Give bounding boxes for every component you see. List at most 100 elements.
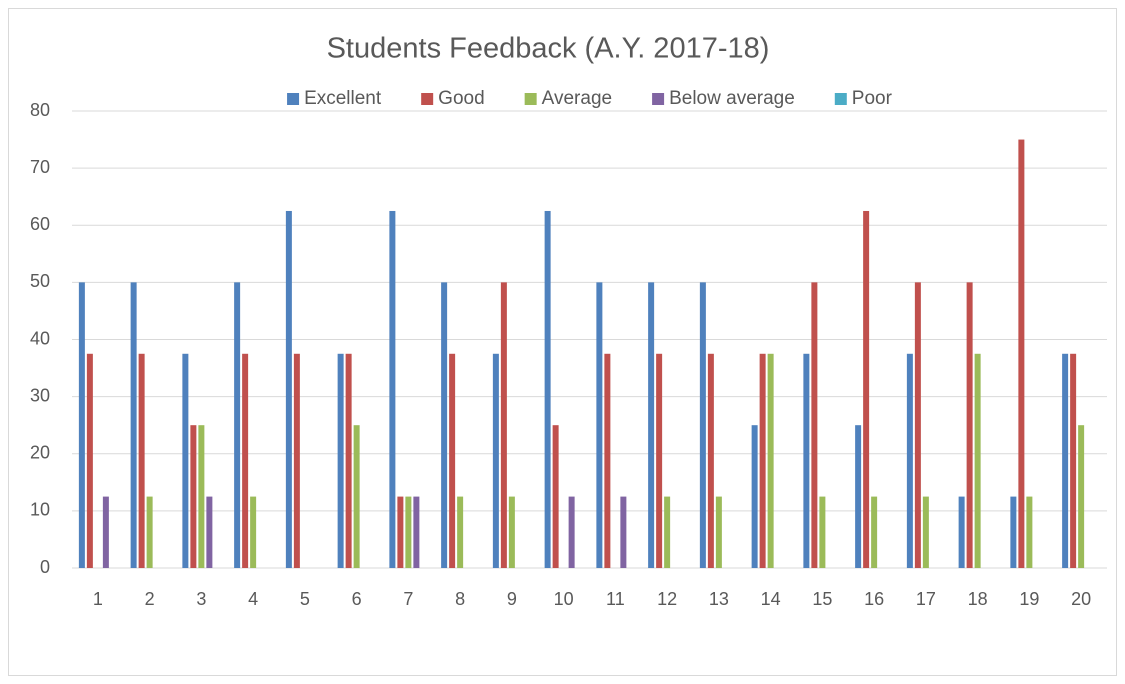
bar bbox=[974, 353, 981, 568]
bar bbox=[146, 496, 153, 568]
bar bbox=[242, 353, 249, 568]
bar bbox=[234, 282, 241, 568]
bar bbox=[413, 496, 420, 568]
bar bbox=[855, 425, 862, 568]
bar bbox=[803, 353, 810, 568]
bar bbox=[648, 282, 655, 568]
x-tick-label: 6 bbox=[352, 589, 362, 609]
bar bbox=[353, 425, 360, 568]
x-tick-label: 4 bbox=[248, 589, 258, 609]
bar bbox=[871, 496, 878, 568]
bar bbox=[604, 353, 611, 568]
bar bbox=[544, 210, 551, 568]
x-tick-label: 1 bbox=[93, 589, 103, 609]
x-tick-label: 10 bbox=[554, 589, 574, 609]
x-tick-label: 14 bbox=[761, 589, 781, 609]
bar bbox=[1062, 353, 1069, 568]
x-tick-label: 18 bbox=[968, 589, 988, 609]
bar bbox=[922, 496, 929, 568]
bar bbox=[552, 425, 559, 568]
x-tick-label: 12 bbox=[657, 589, 677, 609]
bar bbox=[966, 282, 973, 568]
bar bbox=[441, 282, 448, 568]
bar bbox=[707, 353, 714, 568]
legend-label: Good bbox=[438, 88, 484, 109]
bar bbox=[715, 496, 722, 568]
legend-swatch bbox=[421, 93, 434, 105]
x-tick-label: 20 bbox=[1071, 589, 1091, 609]
x-tick-label: 9 bbox=[507, 589, 517, 609]
bar bbox=[397, 496, 404, 568]
bar bbox=[620, 496, 627, 568]
y-tick-label: 0 bbox=[40, 557, 50, 577]
bar bbox=[285, 210, 292, 568]
bar bbox=[198, 425, 205, 568]
bar bbox=[78, 282, 85, 568]
bar bbox=[699, 282, 706, 568]
bar bbox=[664, 496, 671, 568]
bar bbox=[449, 353, 456, 568]
bar bbox=[508, 496, 515, 568]
bar bbox=[1018, 139, 1025, 568]
bar bbox=[1010, 496, 1017, 568]
bar bbox=[337, 353, 344, 568]
x-tick-label: 7 bbox=[403, 589, 413, 609]
legend-label: Poor bbox=[852, 88, 893, 109]
legend-swatch bbox=[524, 93, 537, 105]
bar bbox=[182, 353, 189, 568]
bar bbox=[863, 210, 870, 568]
y-tick-label: 60 bbox=[30, 214, 50, 234]
bar bbox=[190, 425, 197, 568]
x-tick-label: 8 bbox=[455, 589, 465, 609]
bar bbox=[405, 496, 412, 568]
bar bbox=[1070, 353, 1077, 568]
bar bbox=[759, 353, 766, 568]
bar bbox=[656, 353, 663, 568]
bar bbox=[492, 353, 499, 568]
bar bbox=[811, 282, 818, 568]
x-tick-label: 2 bbox=[145, 589, 155, 609]
bar bbox=[500, 282, 507, 568]
legend-swatch bbox=[652, 93, 665, 105]
legend-swatch bbox=[834, 93, 847, 105]
y-tick-label: 50 bbox=[30, 271, 50, 291]
bar bbox=[457, 496, 464, 568]
bar bbox=[1026, 496, 1033, 568]
x-tick-label: 11 bbox=[606, 589, 625, 609]
legend-label: Excellent bbox=[304, 88, 382, 109]
bar bbox=[389, 210, 396, 568]
y-tick-label: 70 bbox=[30, 157, 50, 177]
bar bbox=[138, 353, 145, 568]
y-tick-label: 80 bbox=[30, 100, 50, 120]
chart-title: Students Feedback (A.Y. 2017-18) bbox=[327, 33, 770, 65]
bar bbox=[293, 353, 300, 568]
bar bbox=[130, 282, 137, 568]
x-tick-label: 16 bbox=[864, 589, 884, 609]
x-tick-label: 3 bbox=[196, 589, 206, 609]
bar bbox=[767, 353, 774, 568]
bar bbox=[906, 353, 913, 568]
bar bbox=[345, 353, 352, 568]
y-tick-label: 10 bbox=[30, 500, 50, 520]
bar bbox=[102, 496, 109, 568]
bar bbox=[751, 425, 758, 568]
y-tick-label: 40 bbox=[30, 328, 50, 348]
x-tick-label: 13 bbox=[709, 589, 729, 609]
x-tick-label: 5 bbox=[300, 589, 310, 609]
y-tick-label: 20 bbox=[30, 443, 50, 463]
bar bbox=[1078, 425, 1085, 568]
x-tick-label: 17 bbox=[916, 589, 936, 609]
bar bbox=[958, 496, 965, 568]
bar bbox=[250, 496, 257, 568]
x-tick-label: 15 bbox=[812, 589, 832, 609]
bar bbox=[86, 353, 93, 568]
bar bbox=[819, 496, 826, 568]
bar bbox=[914, 282, 921, 568]
bar bbox=[568, 496, 575, 568]
legend-label: Below average bbox=[669, 88, 795, 109]
bar bbox=[206, 496, 213, 568]
y-tick-label: 30 bbox=[30, 385, 50, 405]
bar bbox=[596, 282, 603, 568]
x-tick-label: 19 bbox=[1019, 589, 1039, 609]
